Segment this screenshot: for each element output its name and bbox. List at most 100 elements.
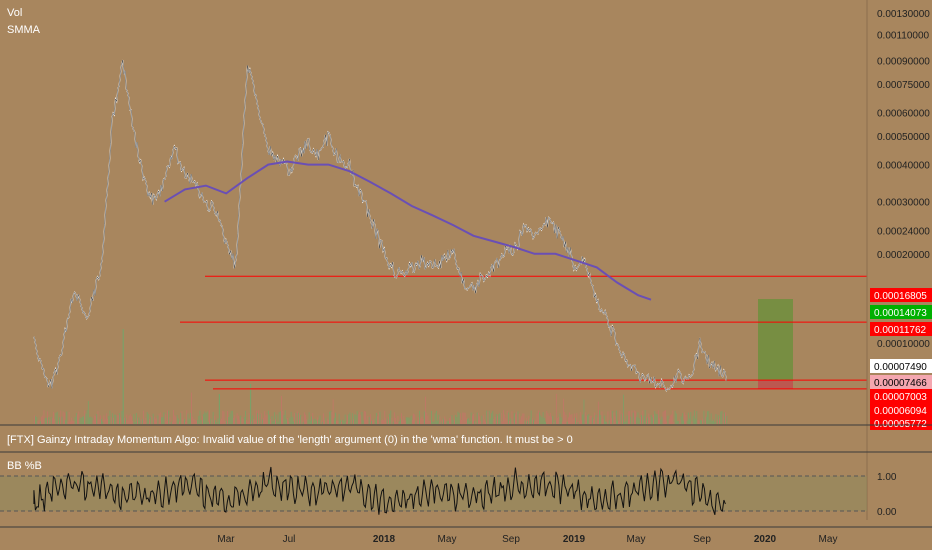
volume-bar bbox=[671, 414, 672, 424]
volume-bar bbox=[117, 415, 119, 424]
volume-bar bbox=[715, 414, 717, 424]
volume-bar bbox=[559, 413, 561, 424]
volume-bar bbox=[680, 416, 682, 424]
stop-zone[interactable] bbox=[758, 380, 793, 389]
volume-bar bbox=[626, 415, 628, 424]
price-axis[interactable]: 0.00130000 0.00110000 0.00090000 0.00075000… bbox=[877, 9, 930, 350]
volume-bar bbox=[542, 412, 544, 424]
volume-bar bbox=[617, 420, 618, 424]
volume-bar bbox=[458, 412, 460, 424]
volume-bar bbox=[188, 418, 190, 424]
volume-bar bbox=[677, 421, 678, 424]
volume-bar bbox=[557, 418, 558, 424]
volume-bar bbox=[181, 411, 183, 424]
volume-bar bbox=[155, 418, 156, 424]
volume-bar bbox=[385, 418, 387, 424]
volume-bar bbox=[173, 410, 174, 424]
volume-bar bbox=[636, 417, 638, 424]
volume-bar bbox=[217, 418, 219, 424]
volume-bar bbox=[500, 412, 502, 424]
price-tick-label: 0.00020000 bbox=[877, 250, 930, 261]
volume-bar bbox=[361, 412, 363, 424]
volume-bar bbox=[349, 412, 351, 424]
volume-bar bbox=[383, 420, 384, 424]
volume-bar bbox=[468, 417, 470, 424]
position-tool[interactable] bbox=[758, 299, 793, 389]
volume-bar bbox=[186, 410, 188, 424]
volume-bar bbox=[523, 413, 525, 424]
volume-bar bbox=[530, 410, 532, 424]
volume-bar bbox=[221, 418, 222, 424]
volume-bar bbox=[558, 416, 560, 424]
volume-bar bbox=[447, 420, 449, 424]
volume-bar bbox=[408, 417, 410, 424]
volume-bar bbox=[60, 410, 62, 424]
volume-bar bbox=[69, 421, 71, 424]
volume-bar bbox=[104, 419, 106, 424]
price-tick-label: 0.00040000 bbox=[877, 161, 930, 172]
volume-bar bbox=[510, 418, 512, 424]
volume-bar bbox=[107, 418, 108, 424]
volume-bar bbox=[313, 418, 315, 424]
volume-bar bbox=[91, 417, 93, 424]
volume-bar bbox=[132, 420, 134, 424]
volume-bar bbox=[347, 415, 348, 424]
volume-bar bbox=[83, 416, 84, 424]
volume-bar bbox=[551, 416, 552, 424]
horizontal-lines[interactable] bbox=[180, 275, 867, 390]
volume-bar bbox=[293, 421, 294, 424]
volume-bar bbox=[481, 415, 483, 424]
volume-bar bbox=[607, 411, 609, 424]
volume-bar bbox=[654, 411, 656, 424]
volume-bar bbox=[457, 411, 459, 424]
volume-bar bbox=[721, 410, 723, 424]
bbb-label[interactable]: BB %B bbox=[7, 460, 42, 472]
volume-bar bbox=[56, 411, 58, 424]
price-tag-label: 0.00011762 bbox=[874, 325, 927, 336]
volume-bar bbox=[108, 416, 110, 424]
volume-bar bbox=[420, 418, 422, 424]
volume-bar bbox=[650, 414, 652, 424]
legend-smma[interactable]: SMMA bbox=[7, 24, 41, 36]
volume-bar bbox=[627, 411, 629, 424]
legend-vol[interactable]: Vol bbox=[7, 7, 22, 19]
volume-bar bbox=[228, 417, 230, 424]
volume-bar bbox=[450, 416, 452, 424]
volume-bar bbox=[344, 414, 346, 424]
volume-bar bbox=[374, 418, 376, 424]
volume-bar bbox=[271, 416, 273, 424]
volume-bar bbox=[660, 419, 662, 424]
time-axis[interactable]: Mar Jul 2018 May Sep 2019 May Sep 2020 May bbox=[217, 534, 837, 545]
volume-bar bbox=[433, 421, 435, 424]
volume-bar bbox=[405, 417, 407, 424]
volume-bar bbox=[377, 416, 378, 424]
volume-bar bbox=[99, 415, 101, 424]
volume-bar bbox=[356, 410, 358, 424]
volume-bar bbox=[587, 415, 588, 424]
volume-bar bbox=[506, 410, 508, 424]
volume-bar bbox=[126, 414, 128, 424]
volume-bar bbox=[260, 413, 262, 424]
target-zone[interactable] bbox=[758, 299, 793, 381]
volume-bar bbox=[309, 420, 311, 424]
volume-bar bbox=[489, 418, 491, 424]
volume-bar bbox=[165, 420, 167, 424]
volume-bar bbox=[572, 418, 574, 424]
time-axis-label: Jul bbox=[283, 534, 296, 545]
volume-bar bbox=[474, 421, 476, 424]
volume-bar bbox=[524, 420, 526, 424]
volume-bar bbox=[392, 421, 394, 424]
volume-bar bbox=[372, 420, 374, 424]
volume-bar bbox=[206, 411, 208, 424]
volume-bar bbox=[105, 413, 107, 424]
volume-bar bbox=[305, 414, 306, 424]
volume-bar bbox=[168, 410, 170, 424]
time-axis-label: 2019 bbox=[563, 534, 586, 545]
volume-bar bbox=[362, 420, 364, 424]
volume-bar bbox=[651, 417, 653, 424]
volume-bar bbox=[517, 411, 519, 424]
volume-bar bbox=[570, 414, 572, 424]
volume-bar bbox=[620, 414, 622, 424]
